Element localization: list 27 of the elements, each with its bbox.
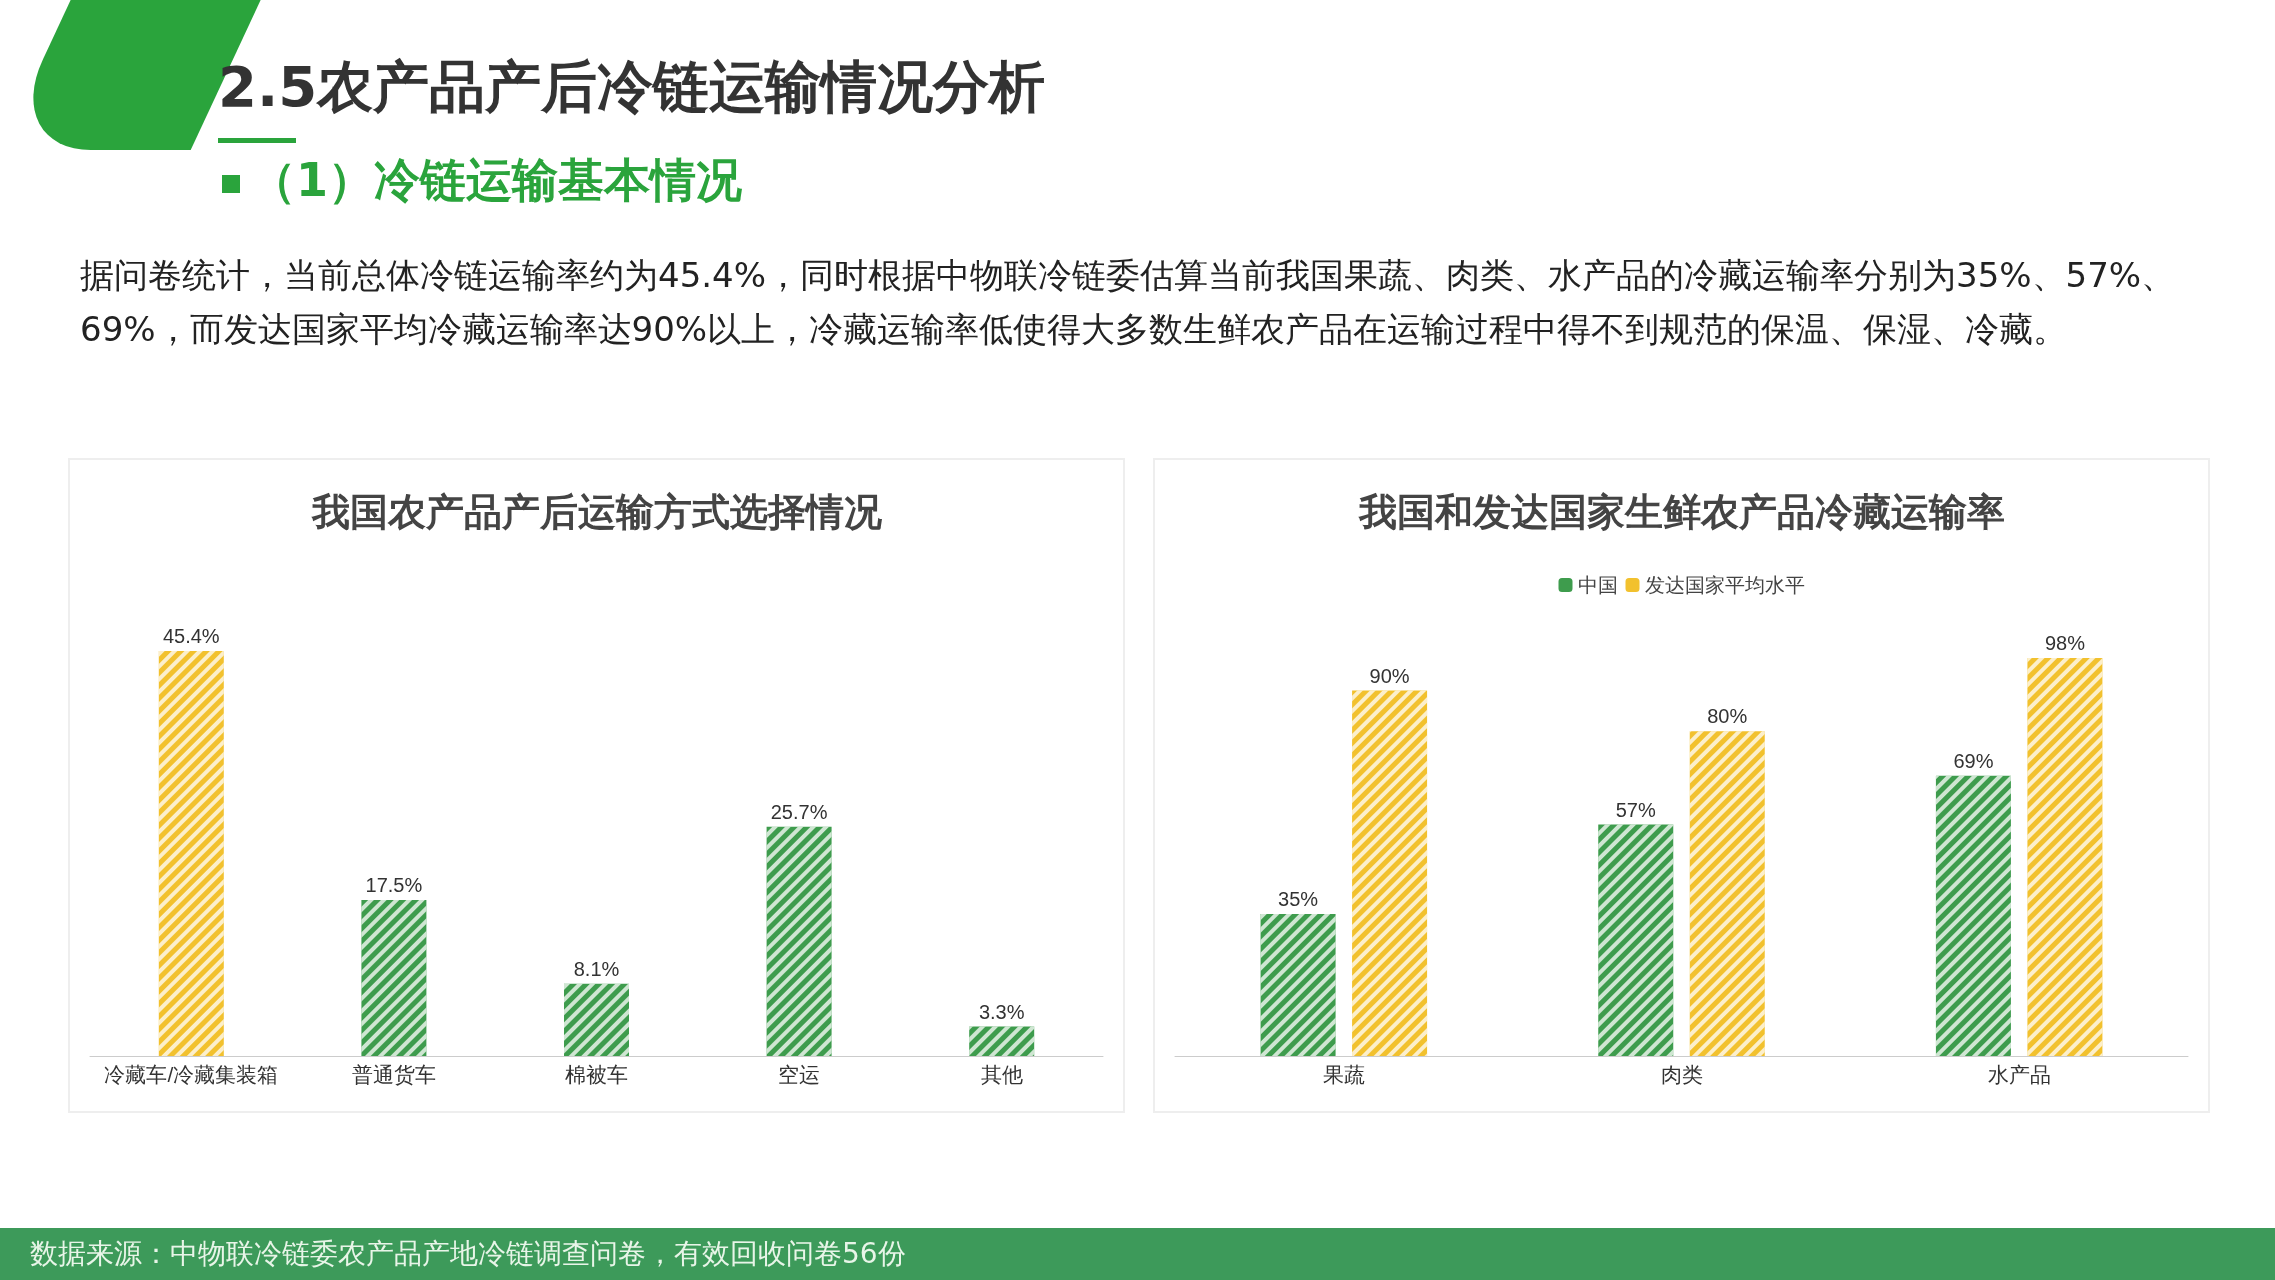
text: （1）冷链运输基本情况 bbox=[250, 152, 743, 209]
chart-title: 我国农产品产后运输方式选择情况 bbox=[310, 491, 882, 533]
data-label: 80% bbox=[1707, 705, 1748, 728]
data-label: 90% bbox=[1369, 664, 1410, 687]
data-label: 3.3% bbox=[978, 1000, 1025, 1023]
data-label: 57% bbox=[1615, 798, 1656, 821]
chart-title: 我国和发达国家生鲜农产品冷藏运输率 bbox=[1357, 491, 2005, 533]
source-note: 数据来源：中物联冷链委农产品产地冷链调查问卷，有效回收问卷56份 bbox=[0, 1228, 2275, 1280]
text: 2.5农产品产后冷链运输情况分析 bbox=[218, 53, 1046, 121]
data-label: 17.5% bbox=[365, 873, 423, 896]
legend-label: 发达国家平均水平 bbox=[1644, 574, 1805, 596]
x-tick-label: 果蔬 bbox=[1322, 1063, 1365, 1086]
x-tick-label: 普通货车 bbox=[351, 1063, 436, 1086]
x-tick-label: 其他 bbox=[980, 1063, 1023, 1086]
data-label: 98% bbox=[2044, 632, 2086, 655]
x-tick-label: 肉类 bbox=[1660, 1063, 1703, 1086]
x-tick-label: 冷藏车/冷藏集装箱 bbox=[104, 1063, 279, 1086]
legend-label: 中国 bbox=[1577, 574, 1618, 596]
text: 据问卷统计，当前总体冷链运输率约为45.4%，同时根据中物联冷链委估算当前我国果蔬、肉类、水产品的冷藏运输率分别为35%、57%、69%，而发达国家平均冷藏运输率达90%以上，冷藏运输率低使得大多数生鲜农产品在运输过程中得不到规范的保温、保湿、冷藏。 bbox=[80, 254, 2177, 351]
data-label: 35% bbox=[1278, 887, 1319, 910]
data-label: 45.4% bbox=[162, 625, 220, 648]
data-label: 8.1% bbox=[573, 957, 620, 980]
x-tick-label: 水产品 bbox=[1987, 1063, 2051, 1086]
x-tick-label: 棉被车 bbox=[565, 1063, 628, 1086]
data-label: 69% bbox=[1953, 749, 1994, 772]
data-label: 25.7% bbox=[770, 800, 828, 823]
x-tick-label: 空运 bbox=[778, 1063, 821, 1086]
